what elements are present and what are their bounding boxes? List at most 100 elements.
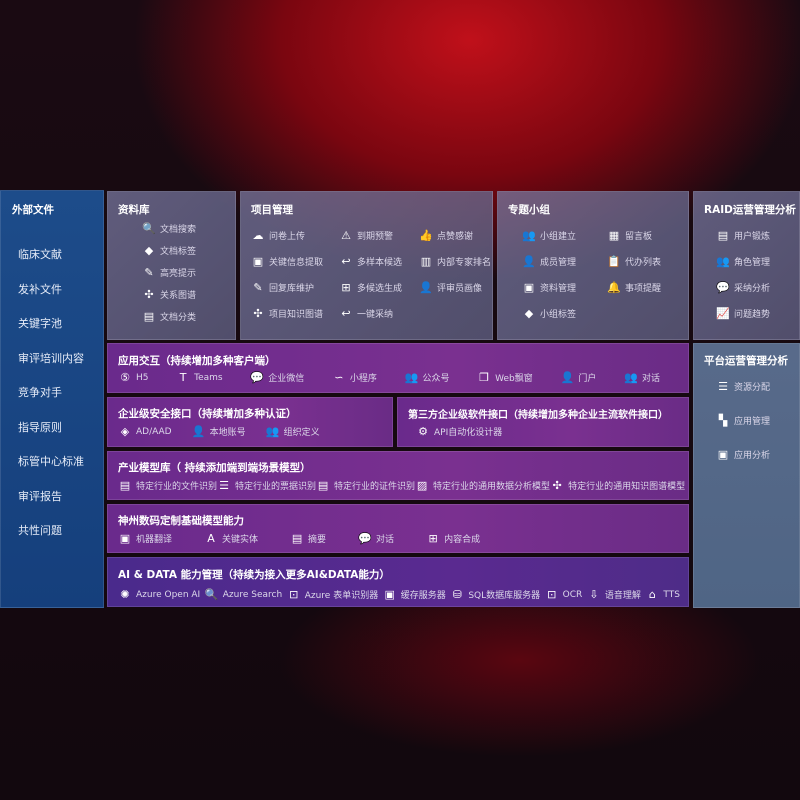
group-item[interactable]: 👥 小组建立: [522, 229, 607, 242]
item-label: 小程序: [349, 374, 377, 384]
miniprogram-icon: ∽: [334, 371, 344, 384]
interact-item[interactable]: 💬 企业微信: [250, 371, 304, 384]
thumbs-up-icon: 👍: [419, 229, 433, 242]
item-label: 机器翻译: [136, 535, 173, 545]
item-label: 语音理解: [604, 591, 641, 601]
interact-item[interactable]: 👤 门户: [560, 371, 596, 384]
group-item[interactable]: ▣ 资料管理: [522, 281, 607, 294]
group-item[interactable]: 📋 代办列表: [607, 255, 687, 268]
project-item[interactable]: ⚠ 到期预警: [339, 229, 419, 242]
summary-icon: ▤: [291, 532, 303, 545]
item-label: 问题趋势: [734, 310, 771, 320]
item-label: H5: [136, 372, 149, 383]
library-item[interactable]: ✣ 关系图谱: [142, 288, 196, 301]
base-item[interactable]: ▣ 机器翻译: [118, 532, 172, 545]
project-item[interactable]: 👍 点赞感谢: [419, 229, 499, 242]
tag-icon: ◆: [144, 244, 154, 257]
aidata-item[interactable]: ⊡ Azure 表单识别器: [287, 588, 378, 601]
org-icon: 👥: [265, 425, 280, 438]
interact-item[interactable]: ❐ Web飘窗: [477, 371, 533, 384]
project-item[interactable]: ▣ 关键信息提取: [251, 255, 339, 268]
library-item[interactable]: ▤ 文档分类: [142, 310, 196, 323]
id-card-icon: ▤: [317, 479, 329, 492]
item-label: 关系图谱: [160, 291, 197, 301]
project-item[interactable]: ▥ 内部专家排名: [419, 255, 499, 268]
security-item[interactable]: 👤 本地账号: [192, 425, 246, 438]
item-label: 成员管理: [540, 258, 577, 268]
external-file-item[interactable]: 临床文献: [18, 248, 62, 261]
industry-item[interactable]: ✣ 特定行业的通用知识图谱模型: [550, 479, 685, 492]
raid-item[interactable]: 👥 角色管理: [716, 255, 770, 268]
item-label: AD/AAD: [136, 426, 172, 437]
project-item[interactable]: 👤 评审员画像: [419, 281, 499, 294]
panel-title: 应用交互（持续增加多种客户端）: [118, 355, 276, 367]
external-file-item[interactable]: 竞争对手: [18, 386, 62, 399]
base-model-panel: 神州数码定制基础模型能力 ▣ 机器翻译 A 关键实体 ▤ 摘要 💬 对话 ⊞ 内容合成: [107, 504, 689, 553]
aidata-item[interactable]: ⇩ 语音理解: [587, 588, 641, 601]
item-label: 对话: [641, 374, 660, 384]
library-panel: 资料库 🔍 文档搜索 ◆ 文档标签 ✎ 高亮提示 ✣ 关系图谱 ▤ 文档分类: [107, 191, 236, 340]
industry-item[interactable]: ▨ 特定行业的通用数据分析模型: [415, 479, 550, 492]
aidata-item[interactable]: ⌂ TTS: [645, 588, 680, 601]
aidata-item[interactable]: 🔍 Azure Search: [205, 588, 282, 601]
industry-item[interactable]: ▤ 特定行业的文件识别: [118, 479, 217, 492]
base-item[interactable]: ⊞ 内容合成: [426, 532, 480, 545]
industry-item[interactable]: ☰ 特定行业的票据识别: [217, 479, 316, 492]
project-item[interactable]: ✣ 项目知识图谱: [251, 307, 339, 320]
platform-item[interactable]: ☰ 资源分配: [716, 380, 770, 393]
external-file-item[interactable]: 指导原则: [18, 420, 62, 434]
item-label: 公众号: [422, 374, 450, 384]
base-item[interactable]: 💬 对话: [358, 532, 394, 545]
platform-item[interactable]: ▣ 应用分析: [716, 448, 770, 461]
aidata-item[interactable]: ⊡ OCR: [545, 588, 582, 601]
item-label: 小组标签: [540, 310, 577, 320]
item-label: 角色管理: [734, 258, 771, 268]
raid-item[interactable]: ▤ 用户锻炼: [716, 229, 770, 242]
aidata-item[interactable]: ✺ Azure Open AI: [118, 588, 200, 601]
aidata-item[interactable]: ▣ 缓存服务器: [383, 588, 446, 601]
interact-item[interactable]: 👥 公众号: [404, 371, 450, 384]
external-file-item[interactable]: 审评培训内容: [18, 351, 84, 365]
external-file-item[interactable]: 共性问题: [18, 524, 62, 537]
group-item[interactable]: 👤 成员管理: [522, 255, 607, 268]
item-label: 摘要: [308, 535, 327, 545]
item-label: Azure Search: [222, 589, 283, 600]
security-item[interactable]: ◈ AD/AAD: [118, 425, 172, 438]
library-item[interactable]: 🔍 文档搜索: [142, 222, 196, 235]
project-item[interactable]: ☁ 问卷上传: [251, 229, 339, 242]
platform-item[interactable]: ▚ 应用管理: [716, 414, 770, 427]
interact-item[interactable]: ∽ 小程序: [332, 371, 377, 384]
interact-item[interactable]: ⑤ H5: [118, 371, 149, 384]
base-item[interactable]: ▤ 摘要: [290, 532, 326, 545]
raid-item[interactable]: 💬 采纳分析: [716, 281, 770, 294]
entity-icon: A: [207, 532, 215, 545]
library-item[interactable]: ◆ 文档标签: [142, 244, 196, 257]
industry-item[interactable]: ▤ 特定行业的证件识别: [316, 479, 415, 492]
project-item[interactable]: ↩ 多样本候选: [339, 255, 419, 268]
external-file-item[interactable]: 发补文件: [18, 282, 62, 296]
item-label: 资源分配: [734, 383, 771, 393]
thirdparty-item[interactable]: ⚙ API自动化设计器: [416, 425, 502, 438]
security-item[interactable]: 👥 组织定义: [266, 425, 320, 438]
panel-title: 神州数码定制基础模型能力: [118, 515, 244, 527]
interact-item[interactable]: T Teams: [176, 371, 223, 384]
group-item[interactable]: ◆ 小组标签: [522, 307, 607, 320]
aidata-item[interactable]: ⛁ SQL数据库服务器: [450, 588, 540, 601]
item-label: 高亮提示: [160, 269, 197, 279]
external-file-item[interactable]: 审评报告: [18, 489, 62, 503]
group-item[interactable]: 🔔 事项提醒: [607, 281, 687, 294]
project-item[interactable]: ↩ 一键采纳: [339, 307, 419, 320]
base-item[interactable]: A 关键实体: [204, 532, 258, 545]
interact-item[interactable]: 👥 对话: [624, 371, 660, 384]
library-item[interactable]: ✎ 高亮提示: [142, 266, 196, 279]
item-label: 点赞感谢: [437, 232, 474, 242]
item-label: API自动化设计器: [434, 428, 503, 438]
external-file-item[interactable]: 标管中心标准: [18, 455, 84, 468]
group-item[interactable]: ▦ 留言板: [607, 229, 687, 242]
item-label: 留言板: [625, 232, 653, 242]
project-item[interactable]: ✎ 回复库维护: [251, 281, 339, 294]
panel-title: 项目管理: [251, 204, 293, 216]
raid-item[interactable]: 📈 问题趋势: [716, 307, 770, 320]
project-item[interactable]: ⊞ 多候选生成: [339, 281, 419, 294]
external-file-item[interactable]: 关键字池: [18, 317, 62, 330]
